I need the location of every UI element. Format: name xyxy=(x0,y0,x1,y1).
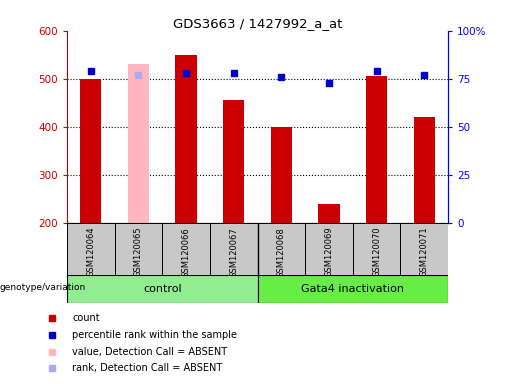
Bar xyxy=(162,223,210,275)
Bar xyxy=(223,100,245,223)
Title: GDS3663 / 1427992_a_at: GDS3663 / 1427992_a_at xyxy=(173,17,342,30)
Text: GSM120066: GSM120066 xyxy=(182,227,191,278)
Text: genotype/variation: genotype/variation xyxy=(0,283,86,292)
Bar xyxy=(366,76,387,223)
Text: count: count xyxy=(72,313,100,323)
Bar xyxy=(210,223,258,275)
Bar xyxy=(67,275,258,303)
Bar xyxy=(318,204,340,223)
Bar xyxy=(175,55,197,223)
Text: GSM120068: GSM120068 xyxy=(277,227,286,278)
Text: GSM120070: GSM120070 xyxy=(372,227,381,278)
Bar xyxy=(258,275,448,303)
Text: percentile rank within the sample: percentile rank within the sample xyxy=(72,330,237,340)
Bar xyxy=(114,223,162,275)
Text: control: control xyxy=(143,284,182,294)
Bar xyxy=(80,79,101,223)
Text: rank, Detection Call = ABSENT: rank, Detection Call = ABSENT xyxy=(72,364,222,374)
Text: GSM120065: GSM120065 xyxy=(134,227,143,278)
Text: value, Detection Call = ABSENT: value, Detection Call = ABSENT xyxy=(72,347,227,357)
Bar xyxy=(258,223,305,275)
Bar xyxy=(414,117,435,223)
Bar xyxy=(353,223,401,275)
Bar xyxy=(270,127,292,223)
Bar xyxy=(401,223,448,275)
Text: GSM120071: GSM120071 xyxy=(420,227,428,278)
Text: GSM120069: GSM120069 xyxy=(324,227,333,278)
Bar xyxy=(305,223,353,275)
Bar xyxy=(67,223,115,275)
Bar xyxy=(128,65,149,223)
Text: GSM120067: GSM120067 xyxy=(229,227,238,278)
Text: Gata4 inactivation: Gata4 inactivation xyxy=(301,284,404,294)
Text: GSM120064: GSM120064 xyxy=(87,227,95,278)
